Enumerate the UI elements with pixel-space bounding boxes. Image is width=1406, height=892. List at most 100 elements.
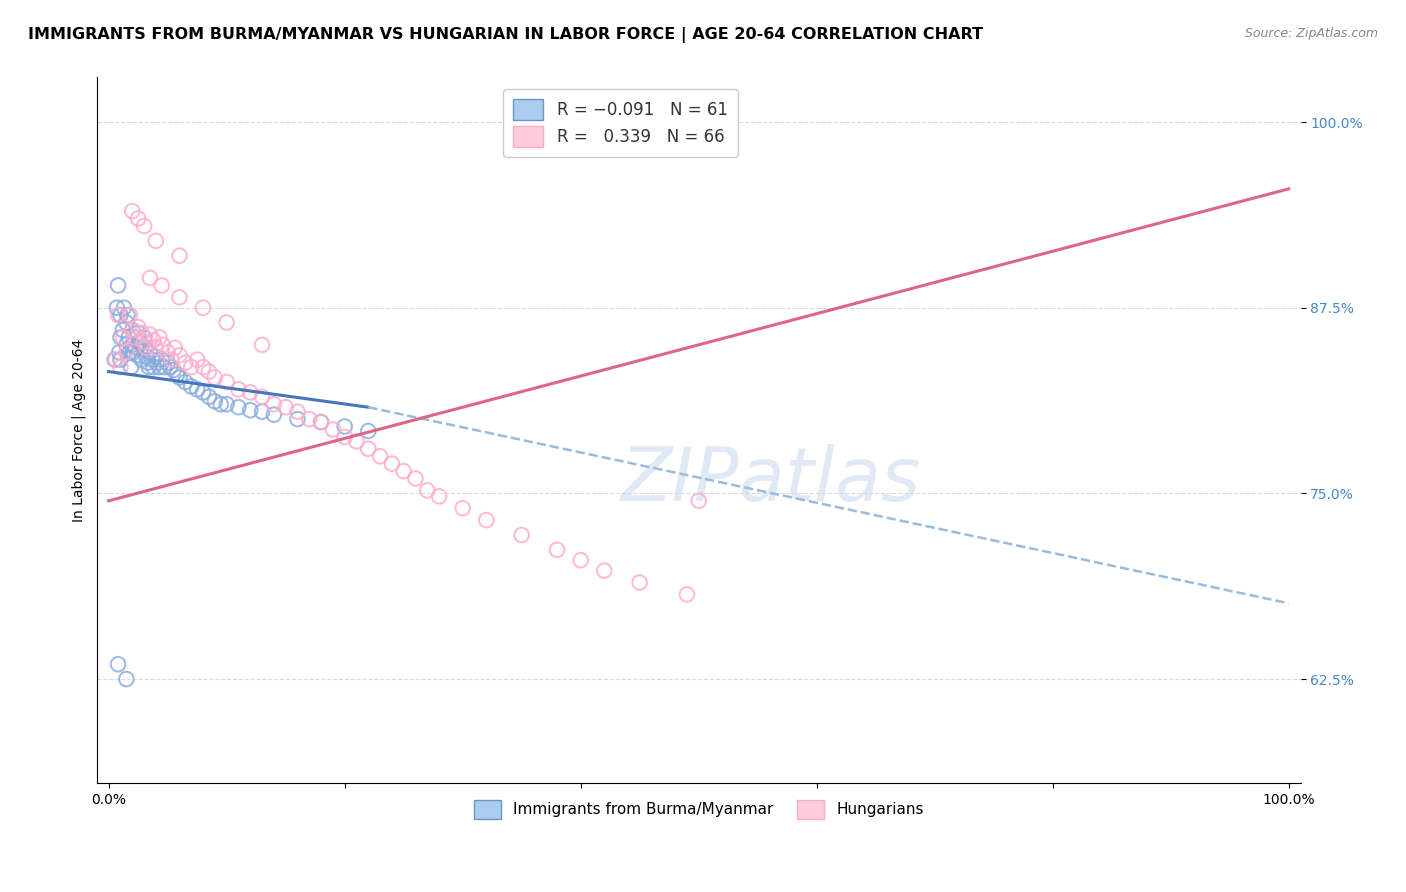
Point [163, 341, 186, 355]
Y-axis label: In Labor Force | Age 20-64: In Labor Force | Age 20-64 [72, 339, 86, 522]
Point [215, 375, 238, 389]
Point [309, 415, 332, 429]
Point [404, 471, 426, 485]
Point [145, 234, 167, 248]
Point [118, 330, 141, 344]
Point [510, 528, 533, 542]
Point [166, 368, 188, 382]
Point [136, 356, 159, 370]
Point [250, 338, 273, 352]
Point [156, 345, 179, 359]
Point [127, 326, 149, 340]
Point [263, 397, 285, 411]
Point [132, 219, 155, 233]
Point [333, 430, 356, 444]
Point [250, 390, 273, 404]
Point [169, 348, 191, 362]
Text: Source: ZipAtlas.com: Source: ZipAtlas.com [1244, 27, 1378, 40]
Point [287, 405, 309, 419]
Point [121, 204, 143, 219]
Point [120, 360, 142, 375]
Point [121, 323, 143, 337]
Point [121, 338, 143, 352]
Point [111, 330, 134, 344]
Point [174, 375, 197, 389]
Point [145, 341, 167, 355]
Point [215, 397, 238, 411]
Point [191, 301, 214, 315]
Point [145, 350, 167, 364]
Point [115, 672, 138, 686]
Point [117, 308, 139, 322]
Point [169, 370, 191, 384]
Point [191, 385, 214, 400]
Point [134, 341, 156, 355]
Point [676, 587, 699, 601]
Point [132, 334, 155, 349]
Point [427, 489, 450, 503]
Point [209, 397, 232, 411]
Point [135, 341, 157, 355]
Point [263, 408, 285, 422]
Point [274, 401, 297, 415]
Point [122, 345, 145, 359]
Point [129, 343, 152, 357]
Point [204, 394, 226, 409]
Point [142, 360, 165, 375]
Point [107, 278, 129, 293]
Point [333, 419, 356, 434]
Point [127, 320, 149, 334]
Point [150, 352, 173, 367]
Point [180, 379, 202, 393]
Point [357, 424, 380, 438]
Point [569, 553, 592, 567]
Point [191, 360, 214, 375]
Point [142, 334, 165, 348]
Text: IMMIGRANTS FROM BURMA/MYANMAR VS HUNGARIAN IN LABOR FORCE | AGE 20-64 CORRELATIO: IMMIGRANTS FROM BURMA/MYANMAR VS HUNGARI… [28, 27, 983, 43]
Point [112, 301, 135, 315]
Point [186, 352, 208, 367]
Point [153, 360, 176, 375]
Point [198, 365, 221, 379]
Point [368, 449, 391, 463]
Point [103, 352, 125, 367]
Point [107, 308, 129, 322]
Point [204, 370, 226, 384]
Point [121, 323, 143, 337]
Point [198, 390, 221, 404]
Point [141, 352, 163, 367]
Point [357, 442, 380, 456]
Point [162, 363, 184, 377]
Point [239, 403, 262, 417]
Point [186, 383, 208, 397]
Text: ZIPatlas: ZIPatlas [621, 443, 921, 516]
Point [250, 405, 273, 419]
Point [228, 401, 250, 415]
Point [115, 316, 138, 330]
Point [160, 352, 183, 367]
Point [322, 422, 344, 436]
Point [110, 308, 132, 322]
Point [309, 415, 332, 429]
Point [475, 513, 498, 527]
Point [150, 278, 173, 293]
Point [148, 330, 170, 344]
Point [138, 360, 160, 375]
Point [346, 434, 368, 449]
Point [239, 385, 262, 400]
Point [115, 338, 138, 352]
Point [146, 356, 169, 370]
Point [107, 657, 129, 672]
Point [115, 345, 138, 359]
Point [110, 352, 132, 367]
Point [118, 345, 141, 359]
Point [416, 483, 439, 498]
Point [546, 542, 568, 557]
Point [131, 352, 153, 367]
Point [215, 316, 238, 330]
Point [110, 360, 132, 375]
Point [127, 211, 149, 226]
Point [135, 350, 157, 364]
Point [118, 308, 141, 322]
Point [381, 457, 404, 471]
